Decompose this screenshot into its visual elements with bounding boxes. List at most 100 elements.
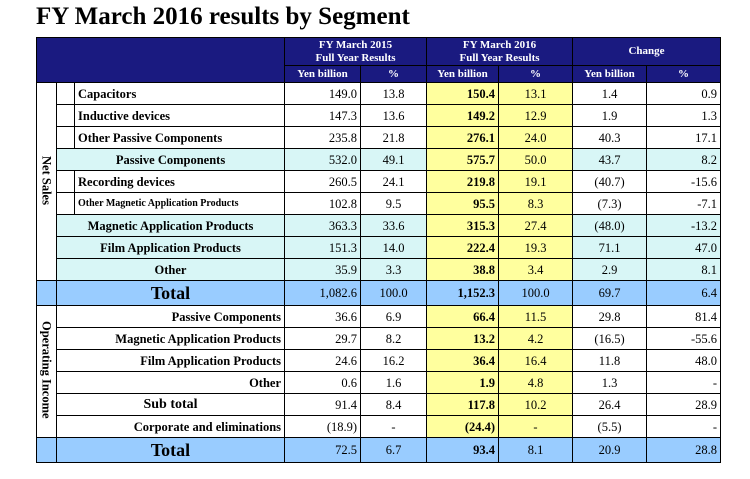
header-fy2015-line2: Full Year Results bbox=[315, 51, 396, 64]
value-fy2016: (24.4) bbox=[426, 415, 500, 438]
pct-fy2015: 100.0 bbox=[360, 280, 428, 306]
pct-fy2015: 6.7 bbox=[360, 437, 428, 463]
table-row: Other Magnetic Application Products 102.8… bbox=[37, 192, 722, 215]
table-row: Passive Components 532.0 49.1 575.7 50.0 43.7… bbox=[37, 148, 722, 171]
row-label: Film Application Products bbox=[55, 236, 286, 259]
pct-fy2015: 8.4 bbox=[360, 393, 428, 416]
row-label: Magnetic Application Products bbox=[55, 214, 286, 237]
header-fy2015-line1: FY March 2015 bbox=[318, 38, 393, 51]
header-fy2015: FY March 2015 Full Year Results bbox=[284, 37, 428, 66]
pct-fy2016: 4.8 bbox=[498, 371, 574, 394]
value-fy2015: 151.3 bbox=[284, 236, 362, 259]
header-pct-2016: % bbox=[498, 65, 574, 83]
row-label: Passive Components bbox=[55, 305, 286, 328]
pct-fy2015: 21.8 bbox=[360, 126, 428, 149]
change-yen: 1.4 bbox=[572, 82, 648, 105]
pct-fy2016: 3.4 bbox=[498, 258, 574, 281]
header-fy2016-line2: Full Year Results bbox=[459, 51, 540, 64]
value-fy2016: 150.4 bbox=[426, 82, 500, 105]
value-fy2016: 36.4 bbox=[426, 349, 500, 372]
change-yen: 2.9 bbox=[572, 258, 648, 281]
row-label: Passive Components bbox=[55, 148, 286, 171]
value-fy2016: 219.8 bbox=[426, 170, 500, 193]
change-pct: -13.2 bbox=[646, 214, 722, 237]
pct-fy2015: 24.1 bbox=[360, 170, 428, 193]
value-fy2016: 38.8 bbox=[426, 258, 500, 281]
pct-fy2016: 100.0 bbox=[498, 280, 574, 306]
value-fy2015: 532.0 bbox=[284, 148, 362, 171]
pct-fy2015: 33.6 bbox=[360, 214, 428, 237]
table-row: Other 35.9 3.3 38.8 3.4 2.9 8.1 bbox=[37, 258, 722, 281]
row-label: Film Application Products bbox=[55, 349, 286, 372]
pct-fy2016: - bbox=[498, 415, 574, 438]
change-pct: -7.1 bbox=[646, 192, 722, 215]
pct-fy2016: 8.1 bbox=[498, 437, 574, 463]
pct-fy2016: 27.4 bbox=[498, 214, 574, 237]
row-label: Other Passive Components bbox=[73, 126, 286, 149]
pct-fy2015: 9.5 bbox=[360, 192, 428, 215]
pct-fy2015: 16.2 bbox=[360, 349, 428, 372]
page-title: FY March 2016 results by Segment bbox=[36, 3, 410, 30]
pct-fy2016: 50.0 bbox=[498, 148, 574, 171]
header-blank bbox=[35, 37, 286, 83]
value-fy2015: 149.0 bbox=[284, 82, 362, 105]
change-yen: 29.8 bbox=[572, 305, 648, 328]
value-fy2015: 35.9 bbox=[284, 258, 362, 281]
table-row: Other Passive Components 235.8 21.8 276.1 24… bbox=[37, 126, 722, 149]
value-fy2016: 276.1 bbox=[426, 126, 500, 149]
value-fy2016: 222.4 bbox=[426, 236, 500, 259]
change-yen: (7.3) bbox=[572, 192, 648, 215]
change-pct: 28.9 bbox=[646, 393, 722, 416]
pct-fy2015: 13.6 bbox=[360, 104, 428, 127]
value-fy2016: 93.4 bbox=[426, 437, 500, 463]
row-label: Other bbox=[55, 371, 286, 394]
table-row: Sub total 91.4 8.4 117.8 10.2 26.4 28.9 bbox=[37, 393, 722, 416]
pct-fy2016: 4.2 bbox=[498, 327, 574, 350]
change-pct: 8.2 bbox=[646, 148, 722, 171]
header-fy2016: FY March 2016 Full Year Results bbox=[426, 37, 574, 66]
change-yen: 1.3 bbox=[572, 371, 648, 394]
row-label: Capacitors bbox=[73, 82, 286, 105]
value-fy2015: 102.8 bbox=[284, 192, 362, 215]
value-fy2016: 575.7 bbox=[426, 148, 500, 171]
change-yen: (16.5) bbox=[572, 327, 648, 350]
pct-fy2016: 11.5 bbox=[498, 305, 574, 328]
pct-fy2016: 12.9 bbox=[498, 104, 574, 127]
value-fy2015: 0.6 bbox=[284, 371, 362, 394]
change-yen: (5.5) bbox=[572, 415, 648, 438]
change-yen: 1.9 bbox=[572, 104, 648, 127]
table-row: Magnetic Application Products 363.3 33.6 31… bbox=[37, 214, 722, 237]
row-label: Sub total bbox=[55, 393, 286, 416]
change-pct: 28.8 bbox=[646, 437, 722, 463]
header-pct-change: % bbox=[646, 65, 722, 83]
value-fy2015: 260.5 bbox=[284, 170, 362, 193]
value-fy2015: 1,082.6 bbox=[284, 280, 362, 306]
table-row: Magnetic Application Products 29.7 8.2 13.2… bbox=[37, 327, 722, 350]
pct-fy2015: 8.2 bbox=[360, 327, 428, 350]
table-row: Operating Income Passive Components 36.6 6.… bbox=[36, 305, 722, 438]
operating-income-label: Operating Income bbox=[39, 321, 54, 419]
pct-fy2016: 13.1 bbox=[498, 82, 574, 105]
change-yen: (40.7) bbox=[572, 170, 648, 193]
value-fy2016: 66.4 bbox=[426, 305, 500, 328]
pct-fy2016: 8.3 bbox=[498, 192, 574, 215]
value-fy2016: 13.2 bbox=[426, 327, 500, 350]
change-pct: 1.3 bbox=[646, 104, 722, 127]
pct-fy2015: 49.1 bbox=[360, 148, 428, 171]
table-row: Corporate and eliminations (18.9) - (24.4) -… bbox=[37, 415, 722, 438]
row-label: Corporate and eliminations bbox=[55, 415, 286, 438]
pct-fy2016: 10.2 bbox=[498, 393, 574, 416]
change-pct: 17.1 bbox=[646, 126, 722, 149]
table-row: Inductive devices 147.3 13.6 149.2 12.9 1.9 1.… bbox=[37, 104, 722, 127]
pct-fy2015: 3.3 bbox=[360, 258, 428, 281]
indent-cell bbox=[56, 126, 75, 149]
value-fy2016: 315.3 bbox=[426, 214, 500, 237]
value-fy2015: 147.3 bbox=[284, 104, 362, 127]
pct-fy2016: 19.3 bbox=[498, 236, 574, 259]
change-pct: 81.4 bbox=[646, 305, 722, 328]
change-yen: (48.0) bbox=[572, 214, 648, 237]
value-fy2015: 72.5 bbox=[284, 437, 362, 463]
net-sales-label: Net Sales bbox=[39, 155, 54, 205]
change-pct: 48.0 bbox=[646, 349, 722, 372]
pct-fy2016: 19.1 bbox=[498, 170, 574, 193]
